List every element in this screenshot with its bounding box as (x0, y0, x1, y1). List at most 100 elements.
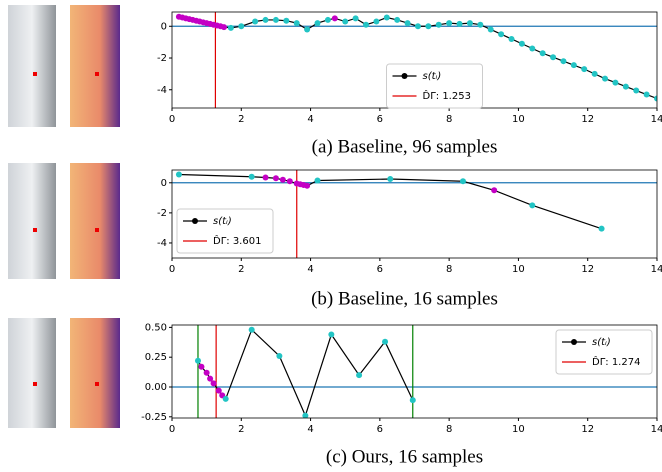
data-point (487, 26, 494, 33)
y-tick-label: -4 (157, 85, 167, 96)
data-point (210, 380, 217, 387)
data-point (222, 395, 229, 402)
data-point (560, 58, 567, 65)
x-tick-label: 4 (307, 114, 313, 125)
data-point (529, 202, 536, 209)
data-point (382, 338, 389, 345)
y-tick-label: -2 (157, 53, 167, 64)
caption: (b) Baseline, 16 samples (311, 288, 498, 309)
data-point (602, 75, 609, 82)
x-tick-label: 10 (512, 424, 525, 435)
x-tick-label: 12 (581, 114, 594, 125)
axes-frame (171, 169, 658, 259)
data-point (324, 16, 331, 23)
data-point (409, 397, 416, 404)
legend-label: D̂Γ: 1.274 (592, 355, 640, 368)
x-tick-label: 12 (581, 264, 594, 275)
x-tick-label: 4 (307, 264, 313, 275)
data-point (612, 79, 619, 86)
series-line (197, 328, 414, 418)
x-tick-label: 10 (512, 264, 525, 275)
data-point (215, 387, 222, 394)
x-tick-label: 4 (307, 424, 313, 435)
data-point (342, 18, 349, 25)
data-point (262, 16, 269, 23)
data-point (194, 357, 201, 364)
data-point (654, 95, 657, 102)
legend-box (176, 208, 274, 254)
y-tick-label: -2 (157, 208, 167, 219)
y-tick-label: 0.50 (145, 322, 167, 333)
data-point (314, 20, 321, 27)
data-point (304, 26, 311, 33)
legend-label: s(tᵢ) (213, 216, 232, 227)
data-point (387, 176, 394, 183)
y-tick-label: 0.25 (145, 352, 167, 363)
plot-area (172, 325, 657, 418)
data-point (550, 54, 557, 61)
data-point (352, 15, 359, 22)
legend-label: s(tᵢ) (423, 71, 442, 82)
caption: (a) Baseline, 96 samples (312, 136, 498, 157)
x-tick-label: 14 (651, 114, 662, 125)
y-tick-label: -4 (157, 238, 167, 249)
data-point (539, 50, 546, 57)
data-point (276, 353, 283, 359)
x-tick-label: 14 (651, 264, 662, 275)
legend-marker (192, 218, 198, 224)
x-tick-label: 12 (581, 424, 594, 435)
data-point (477, 21, 484, 28)
data-point (220, 24, 227, 31)
data-point (518, 40, 525, 47)
legend-marker (401, 73, 408, 79)
data-point (435, 21, 442, 28)
legend: s(tᵢ) D̂Γ: 3.601 (176, 208, 274, 254)
data-point (302, 412, 309, 418)
data-point (383, 14, 390, 21)
data-point (581, 66, 588, 73)
data-point (363, 21, 369, 28)
x-tick-label: 8 (446, 264, 452, 275)
data-point (598, 225, 605, 232)
x-tick-label: 6 (377, 424, 383, 435)
data-point (328, 331, 335, 338)
data-point (529, 45, 536, 52)
x-tick-label: 8 (446, 424, 452, 435)
legend-label: s(tᵢ) (592, 337, 611, 348)
legend-box (555, 329, 653, 375)
data-point (570, 62, 577, 69)
x-tick-label: 2 (238, 264, 244, 275)
data-point (643, 91, 650, 98)
data-point (248, 173, 255, 180)
plot-area (172, 12, 657, 108)
x-tick-label: 14 (651, 424, 662, 435)
x-tick-label: 6 (377, 264, 383, 275)
plot-area (172, 170, 657, 258)
data-point (304, 182, 311, 189)
data-point (460, 178, 466, 185)
legend-marker (571, 339, 577, 345)
data-point (227, 24, 234, 31)
data-point (491, 187, 498, 194)
legend-label: D̂Γ: 1.253 (423, 89, 471, 102)
legend-box (386, 63, 483, 109)
y-tick-label: 0 (161, 21, 167, 32)
data-point (446, 20, 453, 27)
data-point (283, 17, 290, 24)
y-tick-label: 0 (161, 178, 167, 189)
data-point (394, 16, 401, 23)
data-point (373, 18, 380, 25)
data-point (238, 23, 245, 30)
axes-frame (171, 324, 658, 419)
data-point (404, 20, 411, 27)
data-point (425, 23, 432, 30)
x-tick-label: 0 (169, 114, 175, 125)
data-point (286, 178, 293, 185)
y-tick-label: 0.00 (145, 382, 167, 393)
data-point (262, 174, 269, 181)
thumbnails (8, 5, 120, 428)
data-point (591, 70, 598, 77)
legend-label: D̂Γ: 3.601 (213, 234, 261, 247)
data-point (203, 369, 210, 376)
